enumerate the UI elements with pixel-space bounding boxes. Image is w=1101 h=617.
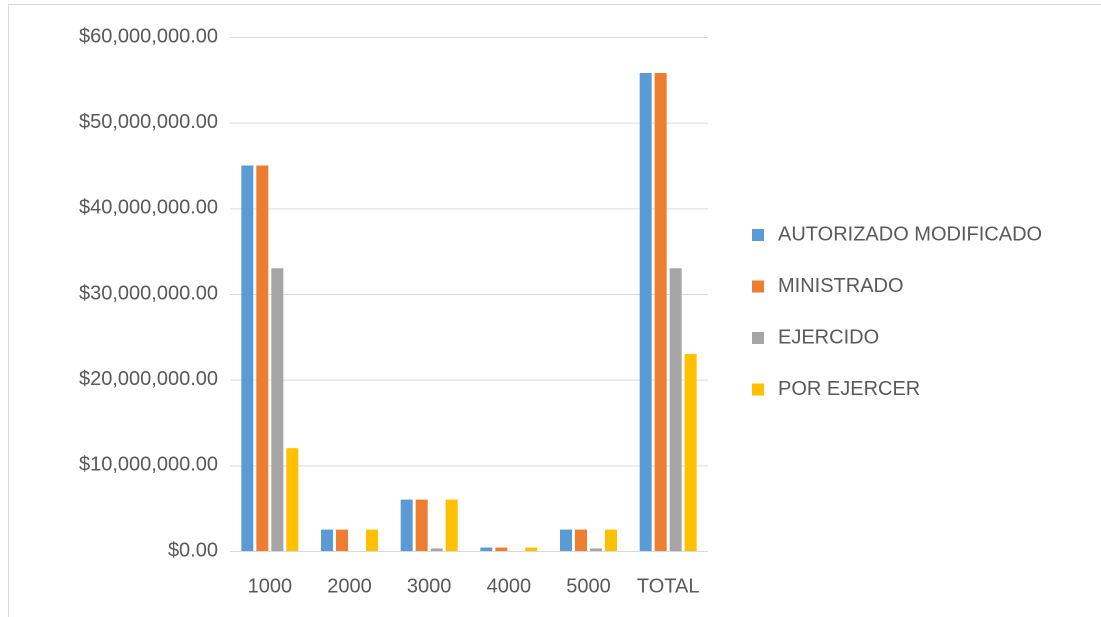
x-tick-label: 3000 [407,575,452,597]
x-tick-label: 5000 [566,575,611,597]
x-tick-label: 4000 [487,575,532,597]
bar [271,268,284,551]
x-tick-label: 2000 [327,575,372,597]
bar [525,547,538,551]
legend-swatch [752,280,764,293]
y-tick-label: $10,000,000.00 [79,454,218,476]
bar [480,547,493,551]
bar [605,529,617,551]
y-tick-label: $20,000,000.00 [79,368,218,390]
x-tick-label: TOTAL [637,575,700,597]
bar [336,529,348,551]
chart-border [8,4,1101,617]
legend-label: MINISTRADO [778,275,904,297]
bar [415,499,428,551]
bar [400,499,413,551]
x-tick-label: 1000 [248,575,293,597]
legend-swatch [752,383,764,396]
bar [560,529,572,551]
bar [495,547,508,551]
bar [669,268,682,551]
bar [286,448,299,551]
bar [639,72,652,551]
y-tick-label: $60,000,000.00 [79,25,218,47]
bar [256,165,269,551]
bar [575,529,587,551]
legend-label: POR EJERCER [778,378,920,400]
legend-swatch [752,229,764,241]
legend-label: AUTORIZADO MODIFICADO [778,223,1042,245]
bar [590,548,602,551]
bar [445,499,458,551]
y-tick-label: $50,000,000.00 [79,111,218,133]
bar [366,529,378,551]
bar [241,165,254,551]
bar [430,548,443,551]
bar [684,353,697,551]
bar [321,529,333,551]
legend-swatch [752,332,764,344]
y-tick-label: $40,000,000.00 [79,197,218,219]
bar [654,72,667,551]
y-tick-label: $0.00 [168,539,218,561]
y-tick-label: $30,000,000.00 [79,282,218,304]
legend-label: EJERCIDO [778,326,879,348]
